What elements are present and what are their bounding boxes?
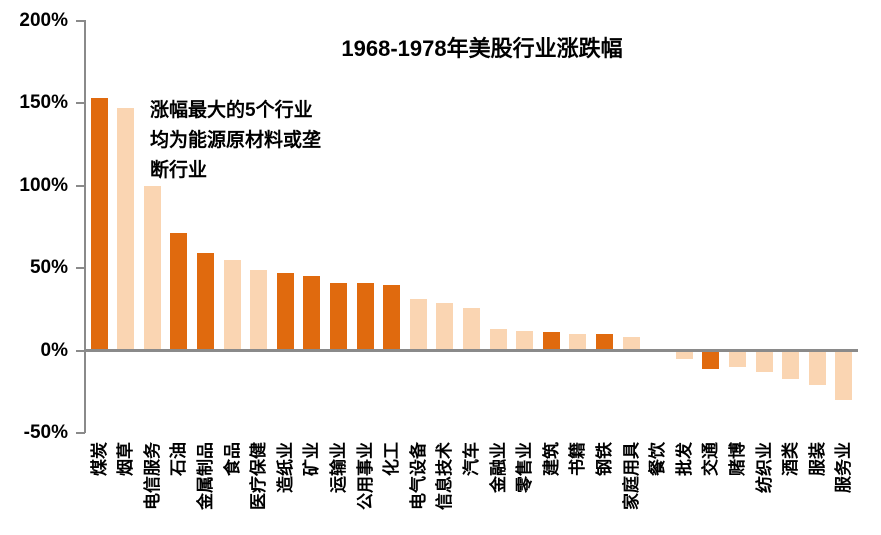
x-tick-label: 金融业 [488, 442, 508, 493]
bar [755, 350, 773, 372]
x-tick-label: 服务业 [834, 442, 854, 493]
x-tick-label: 电气设备 [408, 442, 428, 510]
bar [462, 307, 480, 351]
x-tick-label: 家庭用具 [621, 442, 641, 510]
x-tick-label: 运输业 [328, 442, 348, 493]
zero-baseline [84, 349, 858, 352]
x-tick-label: 书籍 [568, 442, 588, 476]
y-tick-mark [76, 267, 85, 269]
bar [383, 284, 401, 351]
x-tick-label: 信息技术 [435, 442, 455, 510]
x-tick-label: 纺织业 [754, 442, 774, 493]
bar [276, 272, 294, 351]
x-tick-label: 批发 [674, 442, 694, 476]
x-tick-label: 医疗保健 [249, 442, 269, 510]
y-tick-label: -50% [23, 422, 68, 443]
chart-title: 1968-1978年美股行业涨跌幅 [341, 36, 623, 61]
bar [782, 350, 800, 379]
x-tick-label: 煤炭 [89, 442, 109, 476]
x-tick-label: 汽车 [461, 442, 481, 476]
x-tick-label: 金属制品 [195, 442, 215, 510]
y-tick-mark [76, 432, 85, 434]
chart-annotation: 涨幅最大的5个行业 均为能源原材料或垄 断行业 [150, 100, 322, 181]
bar [728, 350, 746, 367]
y-tick-mark [76, 102, 85, 104]
bar [223, 259, 241, 351]
bar [303, 276, 321, 351]
y-tick-mark [76, 19, 85, 22]
bar [808, 350, 826, 386]
x-tick-label: 建筑 [541, 442, 561, 476]
bar [409, 299, 427, 351]
x-tick-label: 电信服务 [142, 442, 162, 510]
x-tick-label: 造纸业 [275, 442, 295, 493]
x-tick-label: 食品 [222, 442, 242, 476]
bar [569, 334, 587, 351]
x-tick-label: 矿业 [302, 442, 322, 476]
x-tick-label: 公用事业 [355, 442, 375, 510]
bar [835, 350, 853, 400]
x-tick-label: 服装 [807, 442, 827, 476]
bar [595, 334, 613, 351]
y-tick-label: 200% [19, 9, 68, 31]
y-axis-line [84, 20, 86, 433]
x-tick-label: 石油 [169, 442, 189, 476]
bar [436, 302, 454, 351]
x-tick-label: 钢铁 [594, 442, 614, 476]
bar [143, 185, 161, 351]
y-tick-label: 0% [40, 339, 68, 361]
bar [170, 233, 188, 351]
bar [117, 107, 135, 351]
x-tick-label: 酒类 [781, 442, 801, 476]
x-tick-label: 交通 [701, 442, 721, 476]
x-tick-label: 化工 [382, 442, 402, 476]
bar [90, 98, 108, 351]
bar [542, 332, 560, 351]
bar [356, 282, 374, 351]
x-tick-label: 赌博 [727, 442, 747, 476]
bar [516, 330, 534, 351]
y-tick-mark [76, 184, 85, 187]
x-tick-label: 烟草 [116, 442, 136, 476]
bar [622, 337, 640, 351]
bar [250, 269, 268, 351]
bar [196, 253, 214, 351]
y-tick-label: 150% [19, 92, 68, 113]
y-tick-label: 100% [19, 174, 68, 196]
bar [489, 329, 507, 351]
bar [329, 282, 347, 351]
y-tick-label: 50% [29, 257, 68, 278]
y-tick-mark [76, 349, 85, 352]
x-tick-label: 零售业 [515, 442, 535, 493]
bar [675, 350, 693, 359]
x-tick-label: 餐饮 [648, 442, 668, 476]
bar [702, 350, 720, 369]
